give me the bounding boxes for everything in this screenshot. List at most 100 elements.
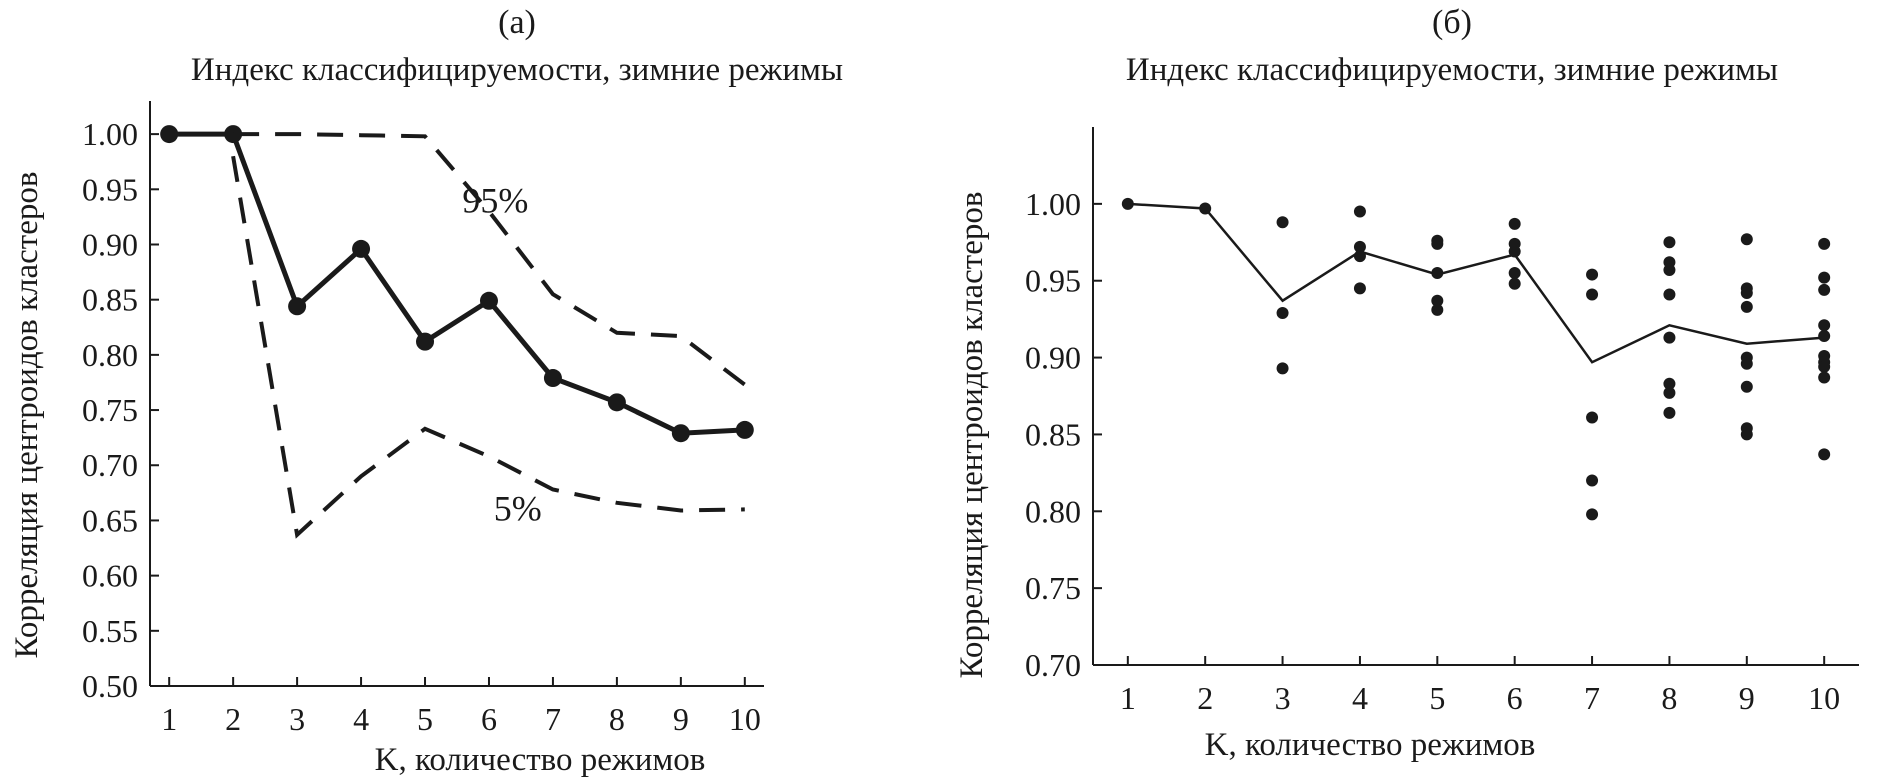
data-point-mean	[671, 424, 690, 443]
panel-b-y-tick-label: 0.85	[1025, 416, 1081, 452]
panel-b-y-tick-label: 0.70	[1025, 647, 1081, 683]
panel-b-x-tick-label: 8	[1661, 680, 1677, 716]
scatter-point	[1663, 263, 1676, 276]
panel-a-title: Индекс классифицируемости, зимние режимы	[191, 52, 843, 88]
panel-a-y-tick-label: 0.60	[82, 558, 138, 594]
series-line-95pct	[233, 132, 747, 387]
panel-b-xlabel: K, количество режимов	[1205, 727, 1536, 763]
scatter-point	[1431, 303, 1444, 316]
scatter-point	[1818, 371, 1831, 384]
panel-b-title: Индекс классифицируемости, зимние режимы	[1126, 52, 1778, 88]
panel-a-ylabel: Корреляция центроидов кластеров	[9, 172, 45, 659]
panel-a-x-tick-label: 9	[673, 701, 689, 737]
scatter-point	[1353, 240, 1366, 253]
panel-a-x-tick-label: 3	[289, 701, 305, 737]
scatter-point	[1586, 474, 1599, 487]
panel-b-x-tick-label: 4	[1352, 680, 1368, 716]
panel-a-xlabel: K, количество режимов	[375, 742, 706, 778]
scatter-point	[1353, 282, 1366, 295]
scatter-point	[1663, 377, 1676, 390]
scatter-point	[1663, 288, 1676, 301]
scatter-point	[1508, 267, 1521, 280]
panel-a-y-tick-label: 0.55	[82, 613, 138, 649]
panel-a-x-tick-label: 2	[225, 701, 241, 737]
panel-b-ylabel: Корреляция центроидов кластеров	[954, 192, 990, 679]
mean-line	[1127, 202, 1825, 364]
scatter-point	[1740, 357, 1753, 370]
data-point-mean	[479, 291, 498, 310]
scatter-point	[1353, 205, 1366, 218]
panel-a-y-tick-label: 0.65	[82, 502, 138, 538]
panel-a-y-tick-label: 0.80	[82, 337, 138, 373]
scatter-point	[1586, 288, 1599, 301]
scatter-point	[1276, 306, 1289, 319]
scatter-point	[1121, 197, 1134, 210]
annotation-95pct: 95%	[462, 180, 528, 220]
scatter-point	[1431, 237, 1444, 250]
panel-a-x-tick-label: 4	[353, 701, 369, 737]
scatter-point	[1818, 360, 1831, 373]
series-line-mean	[169, 131, 745, 436]
panel-b-y-tick-label: 0.95	[1025, 263, 1081, 299]
panel-b-y-tick-label: 0.90	[1025, 340, 1081, 376]
data-point-mean	[735, 420, 754, 439]
panel-b-x-tick-label: 7	[1584, 680, 1600, 716]
data-point-mean	[607, 393, 626, 412]
panel-a-label: (а)	[498, 4, 536, 41]
data-point-mean	[416, 332, 435, 351]
scatter-point	[1740, 428, 1753, 441]
panel-b-x-tick-label: 1	[1120, 680, 1136, 716]
panel-a-x-tick-label: 6	[481, 701, 497, 737]
scatter-point	[1199, 202, 1212, 215]
scatter-point	[1508, 277, 1521, 290]
panel-a-y-tick-label: 0.95	[82, 171, 138, 207]
scatter-point	[1740, 300, 1753, 313]
panel-b-x-tick-label: 3	[1275, 680, 1291, 716]
scatter-point	[1586, 411, 1599, 424]
panel-a-y-tick-label: 0.85	[82, 282, 138, 318]
panel-a-y-tick-label: 1.00	[82, 116, 138, 152]
panel-b-x-tick-label: 6	[1507, 680, 1523, 716]
annotation-5pct: 5%	[494, 488, 542, 528]
data-point-mean	[288, 297, 307, 316]
scatter-point	[1586, 268, 1599, 281]
panel-b-plot: 0.70 0.75 0.80 0.85 0.90 0.95 1.00 1 2 3 4 5 6 7 8 9 10	[1025, 127, 1859, 716]
panel-b-x-tick-label: 5	[1429, 680, 1445, 716]
scatter-point	[1276, 216, 1289, 229]
series-line-5pct	[231, 155, 745, 539]
scatter-point	[1740, 380, 1753, 393]
panel-a-plot: 0.50 0.55 0.60 0.65 0.70 0.75 0.80 0.85 0.90 0.95…	[82, 101, 764, 737]
panel-b-y-tick-label: 1.00	[1025, 186, 1081, 222]
panel-a-x-tick-label: 1	[161, 701, 177, 737]
panel-b-x-tick-label: 10	[1808, 680, 1840, 716]
scatter-point	[1353, 250, 1366, 263]
panel-b-y-tick-label: 0.80	[1025, 493, 1081, 529]
panel-a-y-tick-label: 0.75	[82, 392, 138, 428]
panel-a-x-tick-label: 5	[417, 701, 433, 737]
scatter-point	[1818, 283, 1831, 296]
scatter-point	[1508, 245, 1521, 258]
scatter-point	[1586, 508, 1599, 521]
scatter-point	[1818, 448, 1831, 461]
panel-a-x-tick-label: 7	[545, 701, 561, 737]
data-point-mean	[160, 125, 179, 144]
panel-b-y-tick-label: 0.75	[1025, 570, 1081, 606]
panel-a-x-tick-label: 10	[729, 701, 761, 737]
panel-a-y-tick-label: 0.90	[82, 226, 138, 262]
scatter-point	[1740, 287, 1753, 300]
scatter-point	[1818, 237, 1831, 250]
panel-a-x-tick-label: 8	[609, 701, 625, 737]
scatter-point	[1818, 271, 1831, 284]
scatter-point	[1818, 330, 1831, 343]
scatter-point	[1663, 236, 1676, 249]
panel-b-label: (б)	[1432, 4, 1472, 41]
scatter-point	[1818, 319, 1831, 332]
scatter-point	[1663, 331, 1676, 344]
scatter-point	[1431, 294, 1444, 307]
scatter-point	[1663, 386, 1676, 399]
panel-a-y-tick-label: 0.50	[82, 668, 138, 704]
scatter-point	[1663, 406, 1676, 419]
panel-b-x-tick-label: 2	[1197, 680, 1213, 716]
scatter-point	[1431, 267, 1444, 280]
